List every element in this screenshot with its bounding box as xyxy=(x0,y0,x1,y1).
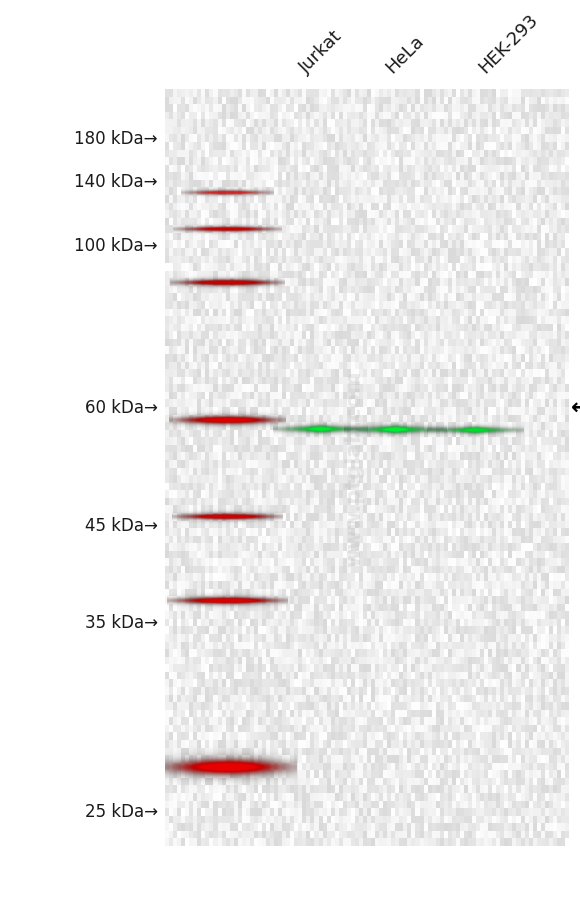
Text: ←: ← xyxy=(571,398,580,418)
Text: HEK-293: HEK-293 xyxy=(476,11,542,77)
Text: 100 kDa→: 100 kDa→ xyxy=(74,236,158,254)
Text: 140 kDa→: 140 kDa→ xyxy=(74,173,158,191)
Text: 180 kDa→: 180 kDa→ xyxy=(74,130,158,148)
Text: 60 kDa→: 60 kDa→ xyxy=(85,399,158,417)
Text: www.ptglab.com: www.ptglab.com xyxy=(345,370,365,566)
Text: 25 kDa→: 25 kDa→ xyxy=(85,802,158,820)
Text: Jurkat: Jurkat xyxy=(296,27,346,77)
Text: HeLa: HeLa xyxy=(383,32,428,77)
Text: 45 kDa→: 45 kDa→ xyxy=(85,516,158,534)
Text: 35 kDa→: 35 kDa→ xyxy=(85,613,158,631)
